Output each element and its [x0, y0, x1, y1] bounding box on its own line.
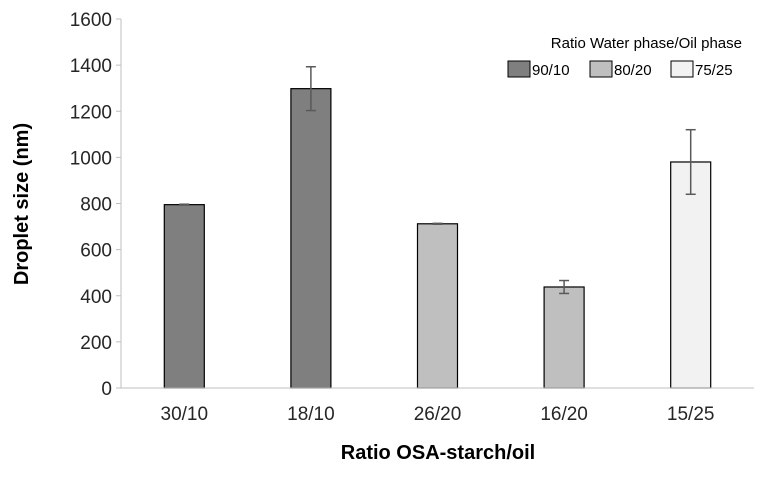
legend-label: 80/20 [614, 62, 652, 79]
error-bar-15-25 [685, 128, 696, 196]
x-tick-label: 26/20 [414, 404, 462, 425]
legend-label: 90/10 [532, 62, 570, 79]
x-axis-ticks: 30/10 18/10 26/20 16/20 15/25 [161, 404, 715, 425]
legend: Ratio Water phase/Oil phase 90/10 80/20 75… [507, 35, 742, 79]
bar-26-20 [416, 223, 459, 389]
legend-entry: 80/20 [589, 60, 652, 79]
error-bar-30-10 [179, 203, 190, 206]
legend-label: 75/25 [695, 62, 733, 79]
legend-entry: 90/10 [507, 60, 570, 79]
y-tick-label: 800 [80, 195, 112, 216]
y-tick-label: 1600 [70, 10, 112, 31]
error-bar-16-20 [559, 279, 570, 295]
x-tick-label: 18/10 [287, 404, 335, 425]
y-tick-label: 1200 [70, 102, 112, 123]
legend-swatch [507, 60, 531, 78]
legend-title: Ratio Water phase/Oil phase [551, 35, 742, 52]
y-tick-label: 1400 [70, 56, 112, 77]
bar-18-10 [290, 88, 332, 389]
x-axis-title: Ratio OSA-starch/oil [341, 442, 535, 464]
x-tick-label: 30/10 [161, 404, 209, 425]
legend-entries: 90/10 80/20 75/25 [507, 60, 733, 79]
y-axis-title: Droplet size (nm) [11, 123, 33, 285]
legend-swatch [670, 60, 694, 78]
y-tick-label: 200 [80, 333, 112, 354]
bar-16-20 [543, 286, 585, 389]
x-tick-label: 16/20 [540, 404, 588, 425]
bars [163, 65, 712, 389]
y-tick-label: 1000 [70, 148, 112, 169]
bar-15-25 [670, 161, 712, 389]
bar-30-10 [163, 204, 205, 389]
x-tick-label: 15/25 [667, 404, 715, 425]
legend-swatch [589, 60, 613, 78]
y-tick-label: 400 [80, 287, 112, 308]
y-axis-ticks: 0 200 400 600 800 1000 1200 1400 1600 [70, 10, 121, 400]
error-bar-18-10 [305, 65, 316, 112]
legend-entry: 75/25 [670, 60, 733, 79]
y-tick-label: 600 [80, 241, 112, 262]
y-tick-label: 0 [101, 379, 112, 400]
error-bar-26-20 [432, 222, 443, 226]
